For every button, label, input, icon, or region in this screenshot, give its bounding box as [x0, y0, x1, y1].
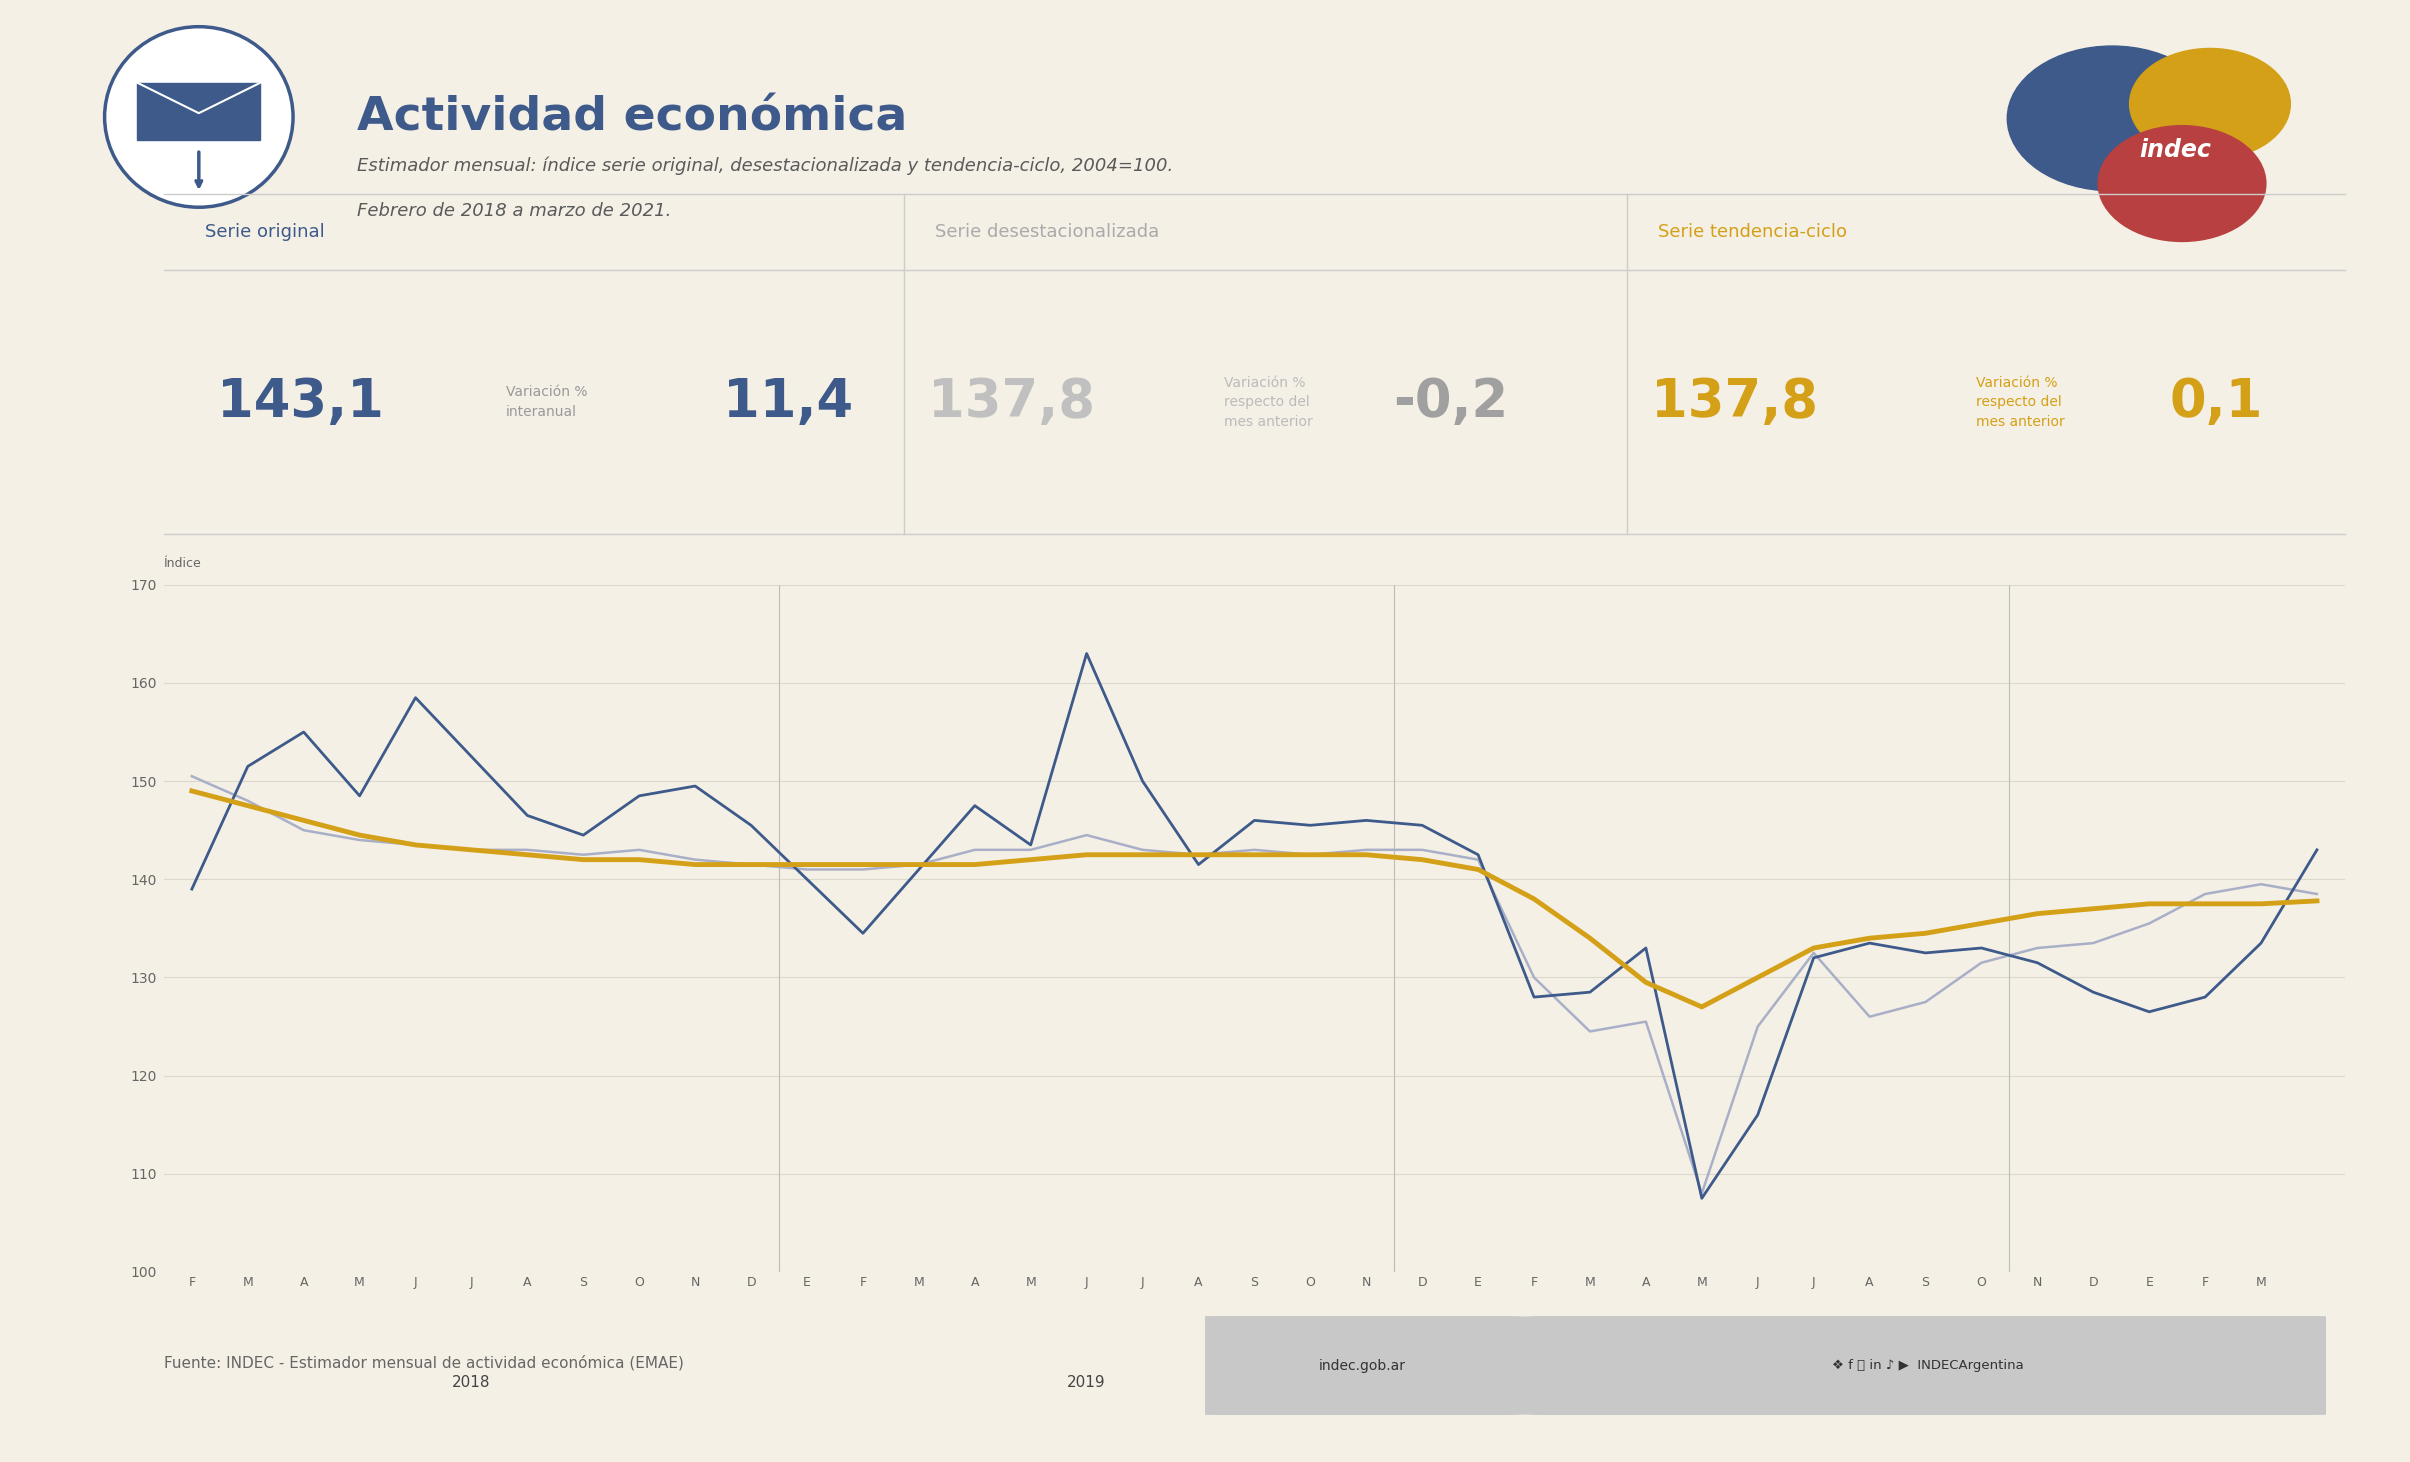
Text: 137,8: 137,8	[1651, 376, 1817, 428]
Text: Serie tendencia-ciclo: Serie tendencia-ciclo	[1658, 224, 1846, 241]
Text: 11,4: 11,4	[723, 376, 853, 428]
Text: -0,2: -0,2	[1393, 376, 1509, 428]
Circle shape	[2130, 48, 2290, 159]
Text: 2019: 2019	[1068, 1374, 1106, 1390]
Text: Febrero de 2018 a marzo de 2021.: Febrero de 2018 a marzo de 2021.	[357, 202, 670, 219]
Circle shape	[2099, 126, 2265, 241]
Text: Estimador mensual: índice serie original, desestacionalizada y tendencia-ciclo, : Estimador mensual: índice serie original…	[357, 156, 1174, 175]
FancyBboxPatch shape	[1518, 1316, 2338, 1415]
Text: 143,1: 143,1	[217, 376, 383, 428]
FancyBboxPatch shape	[1193, 1316, 1530, 1415]
Text: Variación %
respecto del
mes anterior: Variación % respecto del mes anterior	[1976, 376, 2065, 428]
Text: 0,1: 0,1	[2169, 376, 2263, 428]
Text: indec.gob.ar: indec.gob.ar	[1318, 1358, 1405, 1373]
Text: 137,8: 137,8	[928, 376, 1094, 428]
Text: Variación %
interanual: Variación % interanual	[506, 386, 588, 418]
Text: 2021: 2021	[2215, 1374, 2253, 1390]
Ellipse shape	[104, 26, 294, 208]
Text: Serie desestacionalizada: Serie desestacionalizada	[935, 224, 1159, 241]
Text: 2020: 2020	[1682, 1374, 1721, 1390]
Text: Serie original: Serie original	[205, 224, 325, 241]
Text: Fuente: INDEC - Estimador mensual de actividad económica (EMAE): Fuente: INDEC - Estimador mensual de act…	[164, 1355, 684, 1370]
Circle shape	[2008, 47, 2217, 192]
Text: Índice: Índice	[164, 557, 202, 570]
Text: Actividad económica: Actividad económica	[357, 95, 906, 140]
Text: 2018: 2018	[453, 1374, 492, 1390]
Text: ❖ f ⓘ in ♪ ▶  INDECArgentina: ❖ f ⓘ in ♪ ▶ INDECArgentina	[1832, 1360, 2024, 1371]
Text: Variación %
respecto del
mes anterior: Variación % respecto del mes anterior	[1224, 376, 1313, 428]
Text: indec: indec	[2140, 137, 2210, 162]
Bar	[137, 83, 260, 140]
